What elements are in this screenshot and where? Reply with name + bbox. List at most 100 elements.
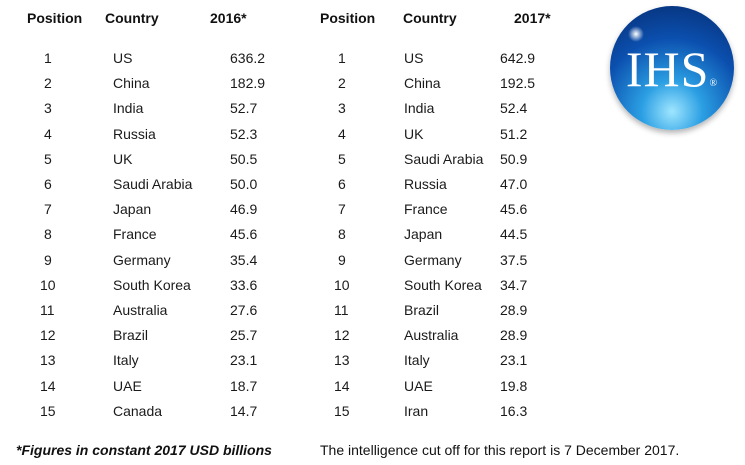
rank-cell: 11	[40, 302, 55, 318]
rank-cell: 2	[338, 75, 346, 92]
value-cell: 192.5	[500, 75, 536, 92]
country-cell: Japan	[404, 226, 443, 243]
value-cell: 18.7	[230, 377, 258, 394]
country-cell: Japan	[113, 201, 152, 218]
header-left-country: Country	[105, 10, 159, 26]
value-cell: 19.8	[500, 377, 528, 394]
rank-cell: 5	[338, 150, 346, 167]
rank-cell: 15	[334, 402, 350, 419]
rank-cell: 14	[40, 377, 56, 394]
value-cell: 50.5	[230, 150, 258, 167]
rank-cell: 4	[44, 125, 52, 142]
country-cell: South Korea	[404, 276, 482, 293]
value-cell: 34.7	[500, 276, 528, 293]
rank-cell: 13	[334, 352, 350, 369]
country-cell: US	[113, 50, 133, 66]
rank-cell: 12	[334, 327, 350, 344]
country-cell: Iran	[404, 402, 429, 419]
rank-cell: 11	[334, 302, 349, 318]
rank-cell: 6	[44, 176, 52, 192]
value-cell: 182.9	[230, 75, 266, 92]
country-cell: China	[113, 75, 150, 92]
value-cell: 44.5	[500, 226, 528, 243]
country-cell: China	[404, 75, 441, 92]
country-cell: South Korea	[113, 276, 191, 293]
country-cell: UK	[113, 150, 133, 167]
country-cell: Russia	[404, 176, 447, 192]
value-cell: 51.2	[500, 125, 528, 142]
header-right-position: Position	[320, 10, 376, 26]
country-cell: Australia	[404, 327, 459, 344]
logo-text: IHS®	[625, 41, 719, 97]
value-cell: 50.0	[230, 176, 258, 192]
country-cell: France	[404, 201, 448, 218]
value-cell: 642.9	[500, 50, 536, 66]
value-cell: 50.9	[500, 150, 528, 167]
value-cell: 47.0	[500, 176, 528, 192]
country-cell: UAE	[404, 377, 433, 394]
value-cell: 23.1	[230, 352, 258, 369]
value-cell: 35.4	[230, 251, 258, 268]
footnote: *Figures in constant 2017 USD billions	[16, 442, 272, 458]
value-cell: 28.9	[500, 302, 528, 318]
country-cell: Saudi Arabia	[113, 176, 193, 192]
country-cell: Brazil	[113, 327, 149, 344]
rank-cell: 3	[44, 100, 52, 117]
value-cell: 46.9	[230, 201, 258, 218]
rank-cell: 6	[338, 176, 346, 192]
rank-cell: 10	[40, 276, 56, 293]
ihs-logo: IHS®	[610, 6, 734, 130]
rank-cell: 7	[338, 201, 346, 218]
country-cell: Germany	[113, 251, 171, 268]
value-cell: 14.7	[230, 402, 258, 419]
logo-highlight	[628, 26, 644, 42]
header-left-2016: 2016*	[210, 10, 247, 26]
value-cell: 37.5	[500, 251, 528, 268]
country-cell: US	[404, 50, 424, 66]
rank-cell: 9	[44, 251, 52, 268]
country-cell: India	[404, 100, 435, 117]
value-cell: 16.3	[500, 402, 528, 419]
rank-cell: 1	[338, 50, 346, 66]
country-cell: Australia	[113, 302, 168, 318]
country-cell: UK	[404, 125, 424, 142]
country-cell: Italy	[404, 352, 430, 369]
rank-cell: 2	[44, 75, 52, 92]
value-cell: 52.7	[230, 100, 258, 117]
country-cell: Brazil	[404, 302, 440, 318]
rank-cell: 8	[338, 226, 346, 243]
value-cell: 33.6	[230, 276, 258, 293]
header-right-2017: 2017*	[514, 10, 551, 26]
rank-cell: 13	[40, 352, 56, 369]
value-cell: 23.1	[500, 352, 528, 369]
rank-cell: 15	[40, 402, 56, 419]
rank-cell: 14	[334, 377, 350, 394]
value-cell: 52.4	[500, 100, 528, 117]
value-cell: 25.7	[230, 327, 258, 344]
value-cell: 27.6	[230, 302, 258, 318]
value-cell: 52.3	[230, 125, 258, 142]
rank-cell: 10	[334, 276, 350, 293]
rank-cell: 9	[338, 251, 346, 268]
rank-cell: 8	[44, 226, 52, 243]
value-cell: 28.9	[500, 327, 528, 344]
value-cell: 636.2	[230, 50, 266, 66]
country-cell: UAE	[113, 377, 142, 394]
country-cell: France	[113, 226, 157, 243]
country-cell: Germany	[404, 251, 462, 268]
rank-cell: 1	[44, 50, 52, 66]
rank-cell: 3	[338, 100, 346, 117]
rank-cell: 12	[40, 327, 56, 344]
country-cell: India	[113, 100, 144, 117]
value-cell: 45.6	[500, 201, 528, 218]
country-cell: Russia	[113, 125, 156, 142]
country-cell: Italy	[113, 352, 139, 369]
rank-cell: 7	[44, 201, 52, 218]
header-left-position: Position	[27, 10, 83, 26]
value-cell: 45.6	[230, 226, 258, 243]
rank-cell: 5	[44, 150, 52, 167]
cutoff-note: The intelligence cut off for this report…	[320, 442, 680, 458]
rank-cell: 4	[338, 125, 346, 142]
country-cell: Canada	[113, 402, 163, 419]
country-cell: Saudi Arabia	[404, 150, 484, 167]
